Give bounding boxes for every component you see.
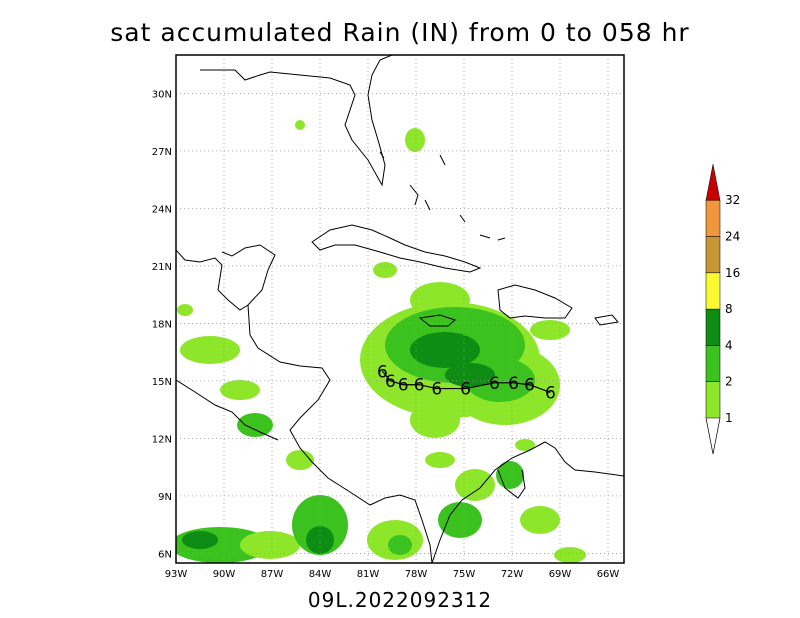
lon-tick-label: 78W xyxy=(405,569,428,580)
map-frame xyxy=(175,54,625,564)
lon-tick-label: 84W xyxy=(309,569,332,580)
latitude-tick-labels: 6N 9N 12N 15N 18N 21N 24N 27N 30N xyxy=(152,89,172,560)
legend-swatch xyxy=(705,236,721,274)
lon-tick-label: 93W xyxy=(165,569,188,580)
lat-tick-label: 21N xyxy=(152,262,172,273)
lon-tick-label: 90W xyxy=(213,569,236,580)
track-symbol: 6 xyxy=(460,380,471,400)
storm-track: 66 6 6 6 6 6 6 6 6 xyxy=(377,362,556,403)
track-symbol: 6 xyxy=(489,374,500,394)
track-symbol: 6 xyxy=(524,376,535,396)
storm-id-datetime: 09L.2022092312 xyxy=(307,588,493,612)
track-symbol: 6 xyxy=(545,383,556,403)
legend-label: 32 xyxy=(725,193,740,207)
track-symbol: 6 xyxy=(385,372,396,392)
legend-swatch xyxy=(705,199,721,237)
lon-tick-label: 66W xyxy=(597,569,620,580)
lat-tick-label: 24N xyxy=(152,204,172,215)
legend-label: 2 xyxy=(725,375,733,389)
rainfall-shading xyxy=(176,120,586,563)
legend-swatch xyxy=(705,381,721,419)
legend-label: 16 xyxy=(725,266,740,280)
track-symbol: 6 xyxy=(398,376,409,396)
lat-lon-grid xyxy=(176,55,624,563)
legend-swatch xyxy=(705,308,721,346)
lat-tick-label: 15N xyxy=(152,377,172,388)
legend-label: 4 xyxy=(725,338,733,352)
legend-label: 24 xyxy=(725,230,740,244)
lon-tick-label: 81W xyxy=(357,569,380,580)
legend-swatch xyxy=(705,272,721,310)
lat-tick-label: 6N xyxy=(158,549,172,560)
legend-arrow-bottom xyxy=(705,417,721,455)
coastlines xyxy=(176,55,624,563)
lat-tick-label: 12N xyxy=(152,434,172,445)
lon-tick-label: 69W xyxy=(549,569,572,580)
lon-tick-label: 75W xyxy=(453,569,476,580)
track-symbol: 6 xyxy=(414,376,425,396)
lat-tick-label: 27N xyxy=(152,147,172,158)
track-symbol: 6 xyxy=(431,380,442,400)
track-symbol: 6 xyxy=(508,374,519,394)
legend-label: 8 xyxy=(725,302,733,316)
lat-tick-label: 9N xyxy=(158,492,172,503)
track-symbol: 6 xyxy=(377,362,388,382)
map-title: sat accumulated Rain (IN) from 0 to 058 … xyxy=(110,18,690,47)
legend-swatch xyxy=(705,345,721,382)
track-line xyxy=(381,370,551,393)
legend-arrow-top xyxy=(705,164,721,201)
lat-tick-label: 30N xyxy=(152,89,172,100)
lon-tick-label: 72W xyxy=(501,569,524,580)
lat-tick-label: 18N xyxy=(152,319,172,330)
lon-tick-label: 87W xyxy=(261,569,284,580)
legend-label: 1 xyxy=(725,411,733,425)
longitude-tick-labels: 93W 90W 87W 84W 81W 78W 75W 72W 69W 66W xyxy=(165,569,620,580)
